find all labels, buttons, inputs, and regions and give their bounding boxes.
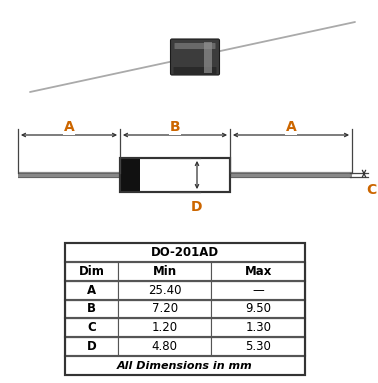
Text: 1.30: 1.30 <box>245 321 271 334</box>
Bar <box>65 337 305 356</box>
FancyBboxPatch shape <box>175 43 215 49</box>
Text: A: A <box>286 120 296 134</box>
Text: A: A <box>64 120 74 134</box>
Text: 9.50: 9.50 <box>245 303 271 316</box>
Text: 25.40: 25.40 <box>148 284 181 297</box>
Bar <box>65 281 118 300</box>
Text: 4.80: 4.80 <box>152 340 178 353</box>
Text: DO-201AD: DO-201AD <box>151 246 219 259</box>
FancyBboxPatch shape <box>170 39 220 75</box>
Bar <box>211 262 305 281</box>
Text: Max: Max <box>245 265 272 278</box>
Text: C: C <box>366 183 376 197</box>
Text: All Dimensions in mm: All Dimensions in mm <box>117 360 253 371</box>
Bar <box>204 41 212 72</box>
Bar <box>211 318 305 337</box>
Bar <box>65 243 305 375</box>
Bar <box>65 356 305 375</box>
Text: B: B <box>87 303 96 316</box>
Bar <box>118 318 211 337</box>
Text: 5.30: 5.30 <box>245 340 271 353</box>
Text: 1.20: 1.20 <box>152 321 178 334</box>
Bar <box>65 262 118 281</box>
Text: D: D <box>191 200 203 214</box>
Bar <box>65 262 305 281</box>
Text: A: A <box>87 284 96 297</box>
Bar <box>118 300 211 318</box>
Text: 7.20: 7.20 <box>152 303 178 316</box>
Bar <box>118 337 211 356</box>
Bar <box>120 158 230 192</box>
Bar <box>65 318 118 337</box>
Bar <box>65 337 118 356</box>
Text: D: D <box>87 340 96 353</box>
Bar <box>211 337 305 356</box>
Text: Dim: Dim <box>79 265 104 278</box>
Bar <box>65 243 305 262</box>
Bar <box>120 158 230 192</box>
Text: Min: Min <box>153 265 177 278</box>
Text: C: C <box>87 321 96 334</box>
Bar <box>118 262 211 281</box>
Text: —: — <box>253 284 264 297</box>
Bar <box>118 281 211 300</box>
Bar <box>65 300 118 318</box>
Bar <box>211 281 305 300</box>
Bar <box>65 281 305 300</box>
Bar <box>65 300 305 318</box>
Bar <box>65 318 305 337</box>
Bar <box>211 300 305 318</box>
Bar <box>120 158 140 192</box>
Text: B: B <box>170 120 180 134</box>
FancyBboxPatch shape <box>174 67 217 74</box>
